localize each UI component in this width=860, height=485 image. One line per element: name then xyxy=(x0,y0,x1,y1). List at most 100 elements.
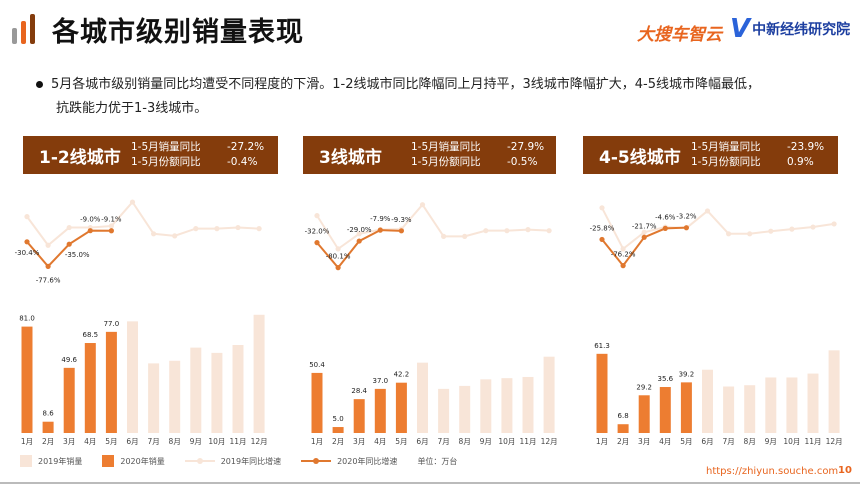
month-tick-label: 1月 xyxy=(21,437,33,446)
legend-swatch xyxy=(102,455,115,467)
growth-data-label: -9.3% xyxy=(391,216,412,224)
month-tick-label: 1月 xyxy=(596,437,608,446)
point-2019-growth xyxy=(45,242,51,248)
month-tick-label: 6月 xyxy=(126,437,138,446)
bar-data-label: 39.2 xyxy=(679,370,695,378)
bar-data-label: 42.2 xyxy=(394,371,410,379)
bar-2019 xyxy=(438,388,450,433)
month-tick-label: 8月 xyxy=(459,437,471,446)
point-2020-growth xyxy=(108,228,114,234)
point-2020-growth xyxy=(335,265,341,271)
bar-2020 xyxy=(395,382,407,433)
month-tick-label: 12月 xyxy=(826,437,843,446)
bar-2020 xyxy=(21,326,33,433)
point-2019-growth xyxy=(704,208,711,214)
month-tick-label: 6月 xyxy=(416,437,428,446)
bar-2019 xyxy=(807,373,819,433)
bar-data-label: 37.0 xyxy=(373,377,389,385)
point-2020-growth xyxy=(398,228,404,234)
bar-2020 xyxy=(617,424,629,433)
bar-2019 xyxy=(501,378,513,433)
bar-2019 xyxy=(211,352,223,433)
point-2019-growth xyxy=(525,227,531,233)
month-tick-label: 11月 xyxy=(229,437,246,446)
bar-2020 xyxy=(105,331,117,433)
stat-label: 1-5月销量同比 xyxy=(131,141,201,153)
bar-2019 xyxy=(480,379,492,433)
bar-2019 xyxy=(522,376,534,433)
growth-data-label: -76.2% xyxy=(611,251,636,259)
stat-label: 1-5月份额同比 xyxy=(691,156,761,168)
bar-2020 xyxy=(311,372,323,433)
bullet-icon xyxy=(36,81,43,88)
bar-data-label: 61.3 xyxy=(594,342,610,350)
point-2019-growth xyxy=(768,228,774,234)
point-2020-growth xyxy=(662,225,668,231)
point-2020-growth xyxy=(24,239,30,245)
month-tick-label: 11月 xyxy=(804,437,821,446)
point-2019-growth xyxy=(129,199,136,205)
legend-label: 2019年同比增速 xyxy=(220,456,282,466)
stat-value: 0.9% xyxy=(787,156,814,168)
month-tick-label: 9月 xyxy=(480,437,492,446)
line-2020-growth xyxy=(26,229,112,268)
point-2020-growth xyxy=(314,240,320,246)
bar-data-label: 50.4 xyxy=(309,361,325,369)
stat-label: 1-5月份额同比 xyxy=(411,156,481,168)
point-2019-growth xyxy=(419,202,426,208)
point-2020-growth xyxy=(356,238,362,244)
point-2019-growth xyxy=(641,229,647,235)
footer-link[interactable]: https://zhiyun.souche.com xyxy=(706,466,839,477)
bar-2019 xyxy=(786,377,798,433)
panel-header-tier45: 4-5线城市 1-5月销量同比 -23.9% 1-5月份额同比 0.9% xyxy=(583,136,838,174)
month-tick-label: 7月 xyxy=(437,437,449,446)
line-2019-growth xyxy=(26,200,260,247)
point-2019-growth xyxy=(462,233,468,239)
panel-header-tier12: 1-2线城市 1-5月销量同比 -27.2% 1-5月份额同比 -0.4% xyxy=(23,136,278,174)
growth-data-label: -25.8% xyxy=(590,224,615,232)
growth-data-label: -9.1% xyxy=(101,216,122,224)
point-2019-growth xyxy=(314,213,320,219)
bar-2020 xyxy=(353,399,365,433)
growth-data-label: -32.0% xyxy=(305,228,330,236)
point-2019-growth xyxy=(193,226,199,232)
panel-title: 4-5线城市 xyxy=(599,147,681,168)
month-tick-label: 10月 xyxy=(783,437,800,446)
panel-title: 3线城市 xyxy=(319,147,382,168)
bar-2020 xyxy=(84,343,96,433)
point-2020-growth xyxy=(599,236,605,243)
point-2019-growth xyxy=(172,233,178,239)
bar-data-label: 81.0 xyxy=(19,315,35,323)
point-2019-growth xyxy=(504,228,510,234)
month-tick-label: 5月 xyxy=(680,437,692,446)
legend-label: 2020年同比增速 xyxy=(337,456,398,466)
panel-title: 1-2线城市 xyxy=(39,147,121,168)
legend-label: 2020年销量 xyxy=(120,456,165,466)
divider xyxy=(0,482,860,484)
bar-2020 xyxy=(638,395,650,433)
month-tick-label: 7月 xyxy=(722,437,734,446)
bar-2020 xyxy=(659,387,671,433)
page-number: 10 xyxy=(838,465,852,476)
month-tick-label: 2月 xyxy=(42,437,54,446)
point-2019-growth xyxy=(256,226,262,232)
growth-data-label: -35.0% xyxy=(65,251,90,259)
month-tick-label: 8月 xyxy=(169,437,181,446)
point-2020-growth xyxy=(66,241,72,247)
legend-label: 2019年销量 xyxy=(38,456,83,466)
bar-data-label: 8.6 xyxy=(43,410,55,418)
summary-text: 5月各城市级别销量同比均遭受不同程度的下滑。1-2线城市同比降幅同上月持平，3线… xyxy=(36,73,846,121)
unit-label: 单位：万台 xyxy=(417,456,458,466)
point-2020-growth xyxy=(377,227,383,233)
month-tick-label: 3月 xyxy=(638,437,650,446)
summary-line-1: 5月各城市级别销量同比均遭受不同程度的下滑。1-2线城市同比降幅同上月持平，3线… xyxy=(51,77,761,92)
point-2019-growth xyxy=(789,226,795,232)
bar-2019 xyxy=(417,362,428,433)
point-2019-growth xyxy=(726,231,732,237)
bar-2019 xyxy=(459,385,471,433)
month-tick-label: 5月 xyxy=(105,437,117,446)
point-2019-growth xyxy=(108,223,114,229)
bar-2019 xyxy=(232,344,244,433)
page-title: 各城市级别销量表现 xyxy=(52,17,304,48)
bar-2019 xyxy=(148,363,160,433)
